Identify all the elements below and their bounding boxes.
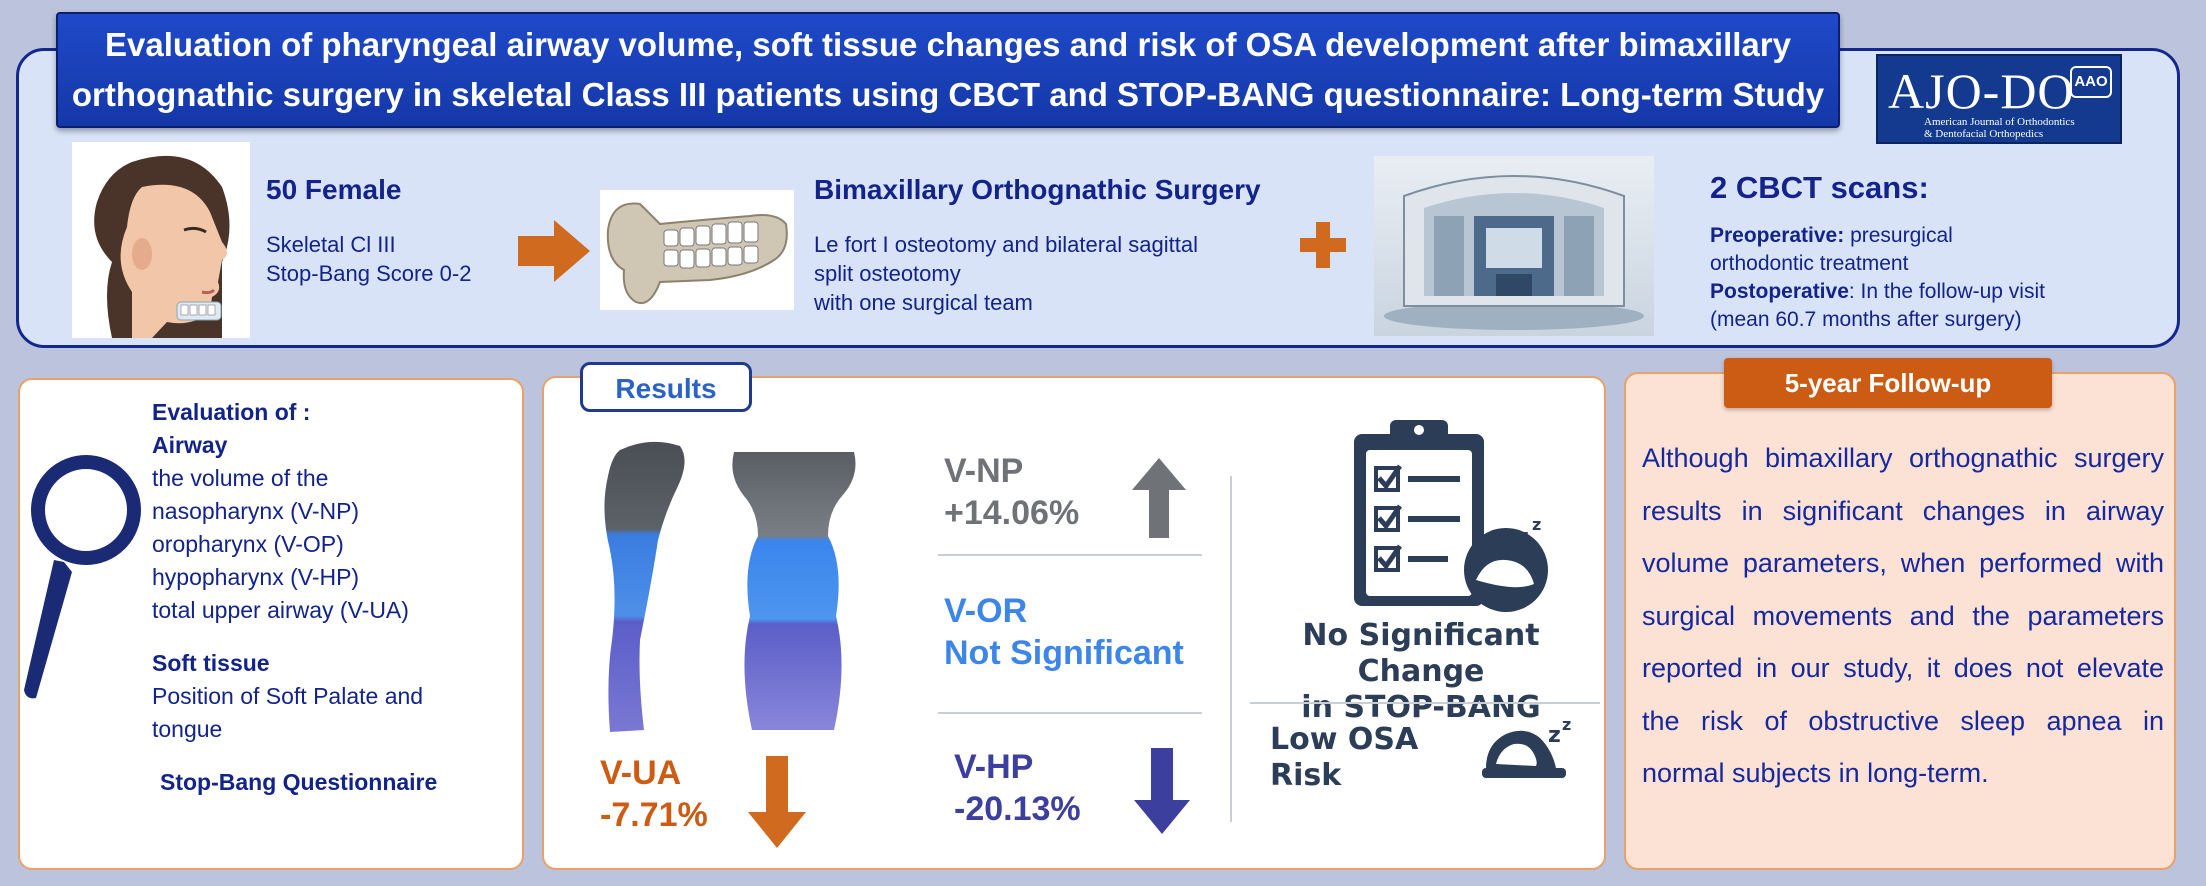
followup-conclusion: Although bimaxillary orthognathic surger… [1642,443,2164,788]
stopbang-line-2: in STOP-BANG [1301,690,1541,725]
patients-line-1: Skeletal Cl III [266,232,396,257]
results-tab: Results [580,362,752,412]
surgery-line-3: with one surgical team [814,290,1033,315]
journal-logo: AJO-DO AAO American Journal of Orthodont… [1876,54,2122,144]
airway-side-view [604,441,685,732]
airway-item: the volume of the [152,465,329,491]
patients-block: 50 Female Skeletal Cl III Stop-Bang Scor… [266,172,526,288]
v-hp-label: V-HP [954,748,1034,786]
infographic-title: Evaluation of pharyngeal airway volume, … [71,26,1825,113]
cbct-scanner-icon [1384,175,1644,330]
surgery-block: Bimaxillary Orthognathic Surgery Le fort… [814,172,1274,317]
stopbang-result: No Significant Change in STOP-BANG [1236,618,1606,726]
plus-icon [1300,222,1346,268]
patients-heading: 50 Female [266,174,402,205]
low-osa-risk-label: Low OSA Risk [1270,722,1419,793]
svg-text:z: z [1532,515,1541,534]
patients-line-2: Stop-Bang Score 0-2 [266,261,472,286]
right-arrow-icon [518,220,590,282]
postoperative-line-1: Postoperative: In the follow-up visit [1710,280,2045,303]
v-np-value: +14.06% [944,494,1080,532]
down-arrow-purple-icon [1134,748,1190,834]
soft-tissue-heading: Soft tissue [152,650,270,676]
patient-face-illustration [72,142,250,338]
airway-front-view [732,452,856,730]
surgery-line-1: Le fort I osteotomy and bilateral sagitt… [814,232,1198,257]
down-arrow-orange-icon [748,756,806,848]
scans-block: 2 CBCT scans: Preoperative: presurgical … [1710,168,2130,334]
cbct-scanner-illustration [1374,156,1654,336]
results-vertical-divider [1230,476,1232,822]
v-hp-result: V-HP -20.13% [954,746,1081,830]
clipboard-checklist-icon: z z [1354,420,1548,612]
v-hp-value: -20.13% [954,790,1081,828]
jaw-illustration [600,190,794,310]
face-icon [94,155,230,338]
airway-item: total upper airway (V-UA) [152,597,409,623]
questionnaire-label: Stop-Bang Questionnaire [160,769,438,795]
v-or-result: V-OR Not Significant [944,590,1184,674]
journal-badge: AAO [2070,66,2112,98]
v-ua-value: -7.71% [600,796,708,834]
result-divider [938,554,1202,556]
magnifying-glass-icon [24,455,141,699]
svg-text:z: z [1548,723,1561,748]
scans-heading: 2 CBCT scans: [1710,170,1929,205]
journal-name: AJO-DO [1888,63,2075,119]
preoperative-line-1: Preoperative: presurgical [1710,224,1953,247]
v-ua-label: V-UA [600,754,682,792]
evaluation-heading: Evaluation of : [152,399,311,425]
result-divider [938,712,1202,714]
svg-text:z: z [1516,525,1529,550]
mandible-icon [606,202,788,304]
stopbang-divider [1250,702,1600,704]
title-banner: Evaluation of pharyngeal airway volume, … [56,12,1840,128]
airway-item: oropharynx (V-OP) [152,531,344,557]
surgery-heading: Bimaxillary Orthognathic Surgery [814,174,1261,205]
v-or-label: V-OR [944,592,1028,630]
up-arrow-icon [1132,458,1186,538]
svg-text:z: z [1562,715,1571,734]
v-np-label: V-NP [944,452,1024,490]
followup-tab: 5-year Follow-up [1724,358,2052,408]
followup-panel [1624,372,2176,870]
sleeping-person-icon: z z [1482,715,1571,778]
airway-item: hypopharynx (V-HP) [152,564,360,590]
evaluation-block: Evaluation of : Airway the volume of the… [152,396,512,799]
soft-tissue-line-1: Position of Soft Palate and [152,683,424,709]
v-or-value: Not Significant [944,634,1184,672]
surgery-line-2: split osteotomy [814,261,961,286]
v-np-result: V-NP +14.06% [944,450,1079,534]
soft-tissue-line-2: tongue [152,716,223,742]
airway-heading: Airway [152,432,228,458]
airway-item: nasopharynx (V-NP) [152,498,360,524]
v-ua-result: V-UA -7.71% [600,752,708,836]
postoperative-line-2: (mean 60.7 months after surgery) [1710,308,2022,331]
preoperative-line-2: orthodontic treatment [1710,252,1909,275]
stopbang-line-1: No Significant Change [1302,618,1540,689]
journal-subtitle: American Journal of Orthodontics & Dento… [1924,116,2075,140]
